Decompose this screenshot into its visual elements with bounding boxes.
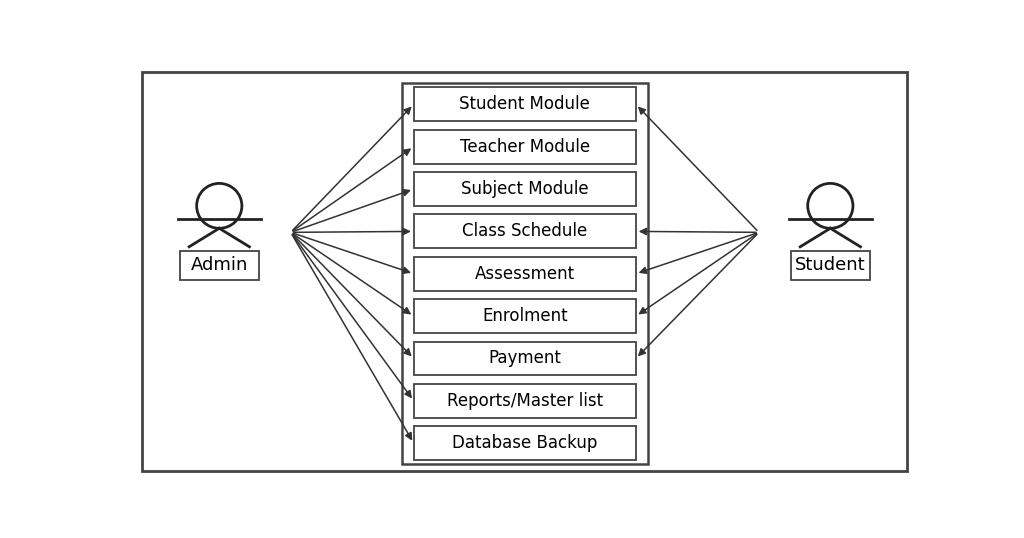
FancyBboxPatch shape — [414, 172, 636, 206]
Text: Enrolment: Enrolment — [482, 307, 567, 325]
FancyBboxPatch shape — [414, 342, 636, 376]
FancyBboxPatch shape — [414, 384, 636, 417]
Text: Student Module: Student Module — [460, 95, 590, 114]
Text: Subject Module: Subject Module — [461, 180, 589, 198]
FancyBboxPatch shape — [791, 251, 870, 280]
FancyBboxPatch shape — [179, 251, 259, 280]
FancyBboxPatch shape — [142, 72, 907, 471]
Text: Student: Student — [795, 257, 865, 274]
Text: Admin: Admin — [190, 257, 248, 274]
FancyBboxPatch shape — [414, 257, 636, 291]
FancyBboxPatch shape — [414, 88, 636, 121]
Text: Payment: Payment — [488, 350, 561, 367]
Text: Assessment: Assessment — [475, 265, 574, 283]
FancyBboxPatch shape — [414, 426, 636, 460]
FancyBboxPatch shape — [414, 299, 636, 333]
FancyBboxPatch shape — [414, 130, 636, 164]
Text: Database Backup: Database Backup — [453, 434, 597, 452]
Text: Class Schedule: Class Schedule — [462, 222, 588, 240]
FancyBboxPatch shape — [401, 83, 648, 464]
Text: Reports/Master list: Reports/Master list — [446, 392, 603, 410]
FancyBboxPatch shape — [414, 215, 636, 249]
Text: Teacher Module: Teacher Module — [460, 138, 590, 155]
